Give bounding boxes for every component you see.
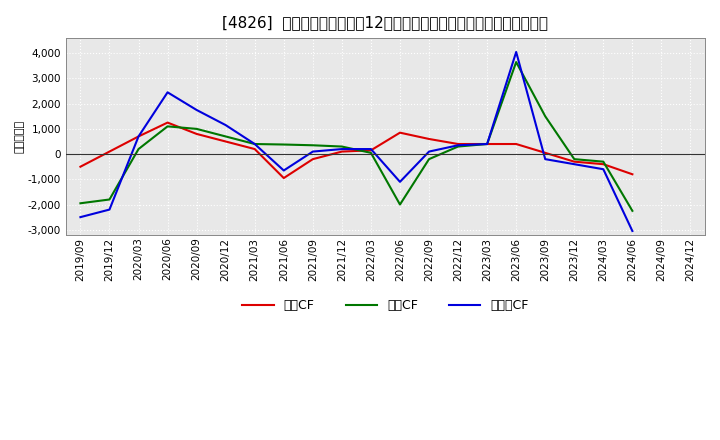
投資CF (541, 114, 549, 119)
営業CF (76, 164, 85, 169)
投資CF (366, 150, 375, 155)
Line: 営業CF: 営業CF (81, 123, 632, 178)
投資CF (483, 141, 492, 147)
投資CF (570, 157, 579, 162)
投資CF (396, 202, 405, 207)
Legend: 営業CF, 投資CF, フリーCF: 営業CF, 投資CF, フリーCF (238, 294, 534, 317)
営業CF (134, 134, 143, 139)
Line: 投資CF: 投資CF (81, 62, 632, 211)
フリーCF (454, 143, 462, 148)
営業CF (251, 147, 259, 152)
フリーCF (396, 179, 405, 184)
投資CF (163, 124, 172, 129)
投資CF (425, 157, 433, 162)
営業CF (396, 130, 405, 136)
営業CF (512, 141, 521, 147)
営業CF (163, 120, 172, 125)
投資CF (279, 142, 288, 147)
投資CF (338, 144, 346, 149)
営業CF (308, 157, 317, 162)
フリーCF (279, 168, 288, 173)
営業CF (366, 148, 375, 153)
フリーCF (192, 107, 201, 113)
営業CF (279, 176, 288, 181)
投資CF (308, 143, 317, 148)
投資CF (134, 147, 143, 152)
フリーCF (541, 157, 549, 162)
フリーCF (251, 141, 259, 147)
投資CF (105, 197, 114, 202)
フリーCF (425, 149, 433, 154)
フリーCF (338, 147, 346, 152)
営業CF (570, 159, 579, 164)
投資CF (251, 141, 259, 147)
フリーCF (483, 141, 492, 147)
営業CF (599, 161, 608, 167)
営業CF (338, 149, 346, 154)
営業CF (454, 141, 462, 147)
フリーCF (512, 49, 521, 55)
Title: [4826]  キャッシュフローの12か月移動合計の対前年同期増減額の推移: [4826] キャッシュフローの12か月移動合計の対前年同期増減額の推移 (222, 15, 549, 30)
フリーCF (105, 207, 114, 212)
フリーCF (570, 161, 579, 167)
Y-axis label: （百万円）: （百万円） (15, 120, 25, 153)
営業CF (628, 172, 636, 177)
フリーCF (366, 147, 375, 152)
フリーCF (134, 134, 143, 139)
営業CF (541, 150, 549, 155)
投資CF (512, 59, 521, 65)
投資CF (192, 126, 201, 132)
フリーCF (308, 149, 317, 154)
フリーCF (163, 90, 172, 95)
営業CF (425, 136, 433, 142)
投資CF (628, 208, 636, 213)
フリーCF (221, 122, 230, 128)
営業CF (483, 141, 492, 147)
営業CF (105, 149, 114, 154)
投資CF (454, 144, 462, 149)
投資CF (599, 159, 608, 164)
Line: フリーCF: フリーCF (81, 52, 632, 231)
フリーCF (76, 214, 85, 220)
営業CF (221, 139, 230, 144)
フリーCF (628, 228, 636, 234)
投資CF (221, 134, 230, 139)
営業CF (192, 131, 201, 136)
投資CF (76, 201, 85, 206)
フリーCF (599, 167, 608, 172)
